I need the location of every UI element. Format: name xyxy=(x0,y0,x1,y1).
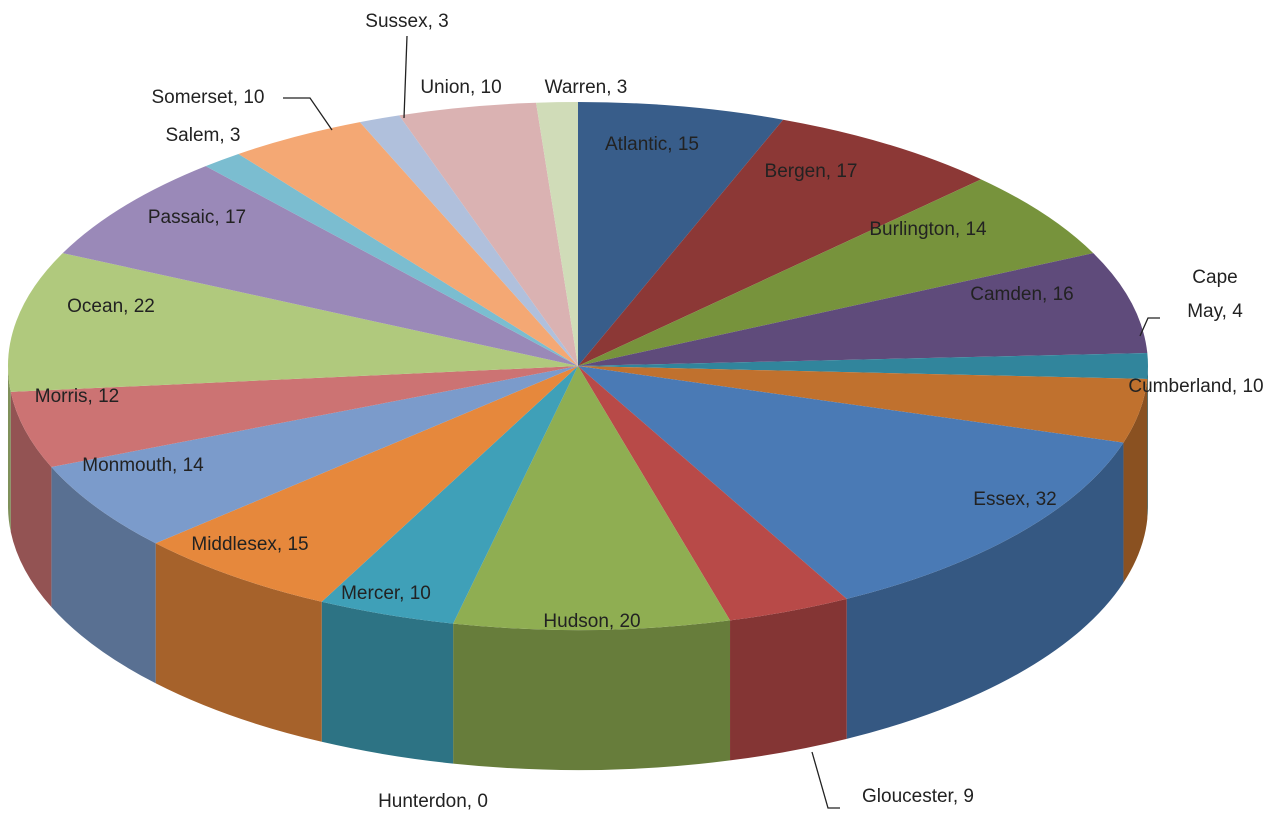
slice xyxy=(238,122,578,367)
slice xyxy=(321,366,578,624)
slice xyxy=(399,102,578,366)
slice xyxy=(205,153,579,366)
leader-lines xyxy=(283,35,1160,809)
slice xyxy=(10,366,579,468)
data-label: Hunterdon, 0 xyxy=(378,791,488,812)
slice xyxy=(62,166,579,366)
slice xyxy=(359,115,578,367)
data-label: Atlantic, 15 xyxy=(605,134,699,155)
data-labels: Atlantic, 15 Bergen, 17 Burlington, 14 Camd… xyxy=(35,11,1264,812)
leader-line xyxy=(1139,317,1160,337)
data-label: Salem, 3 xyxy=(166,125,241,146)
slice-side xyxy=(453,620,731,770)
data-label: Passaic, 17 xyxy=(148,207,246,228)
slice xyxy=(536,102,578,366)
slice xyxy=(453,366,731,630)
data-label: Mercer, 10 xyxy=(341,583,431,604)
slice xyxy=(578,119,982,366)
slice-side xyxy=(846,442,1124,739)
data-label: Ocean, 22 xyxy=(67,296,155,317)
slice xyxy=(578,179,1094,366)
slice-side xyxy=(321,601,454,764)
data-label: Union, 10 xyxy=(420,77,501,98)
label-line: May, 4 xyxy=(1187,301,1243,322)
slice-side xyxy=(51,467,156,684)
slice xyxy=(578,366,1148,443)
pie-tops xyxy=(7,102,1148,630)
data-label: Hudson, 20 xyxy=(543,611,640,632)
slice-side xyxy=(1123,378,1148,583)
slice xyxy=(155,366,579,602)
data-label: Middlesex, 15 xyxy=(191,534,308,555)
data-label: Monmouth, 14 xyxy=(82,455,204,476)
data-label: Somerset, 10 xyxy=(152,87,265,108)
leader-line xyxy=(283,97,333,131)
slice xyxy=(7,253,578,392)
slice-side xyxy=(10,391,52,608)
label-line: Cape xyxy=(1192,267,1237,288)
data-label: Sussex, 3 xyxy=(365,11,448,32)
pie-sides xyxy=(8,366,1148,770)
data-label: Cape May, 4 xyxy=(1187,267,1243,322)
slice xyxy=(578,102,784,366)
data-label: Essex, 32 xyxy=(973,489,1056,510)
slice-side xyxy=(730,598,847,761)
data-label: Warren, 3 xyxy=(545,77,628,98)
data-label: Gloucester, 9 xyxy=(862,786,974,807)
slice-side xyxy=(1147,366,1148,519)
slice xyxy=(51,366,578,544)
slice-side xyxy=(8,366,11,532)
data-label: Cumberland, 10 xyxy=(1128,376,1263,397)
slice xyxy=(578,366,1124,599)
data-label: Camden, 16 xyxy=(970,284,1074,305)
data-label: Bergen, 17 xyxy=(765,161,858,182)
leader-line xyxy=(811,751,840,809)
slice xyxy=(578,253,1148,366)
data-label: Morris, 12 xyxy=(35,386,119,407)
slice xyxy=(578,366,847,621)
leader-line xyxy=(403,35,408,119)
slice xyxy=(578,353,1148,379)
data-label: Burlington, 14 xyxy=(869,219,987,240)
slice-side xyxy=(155,543,322,742)
